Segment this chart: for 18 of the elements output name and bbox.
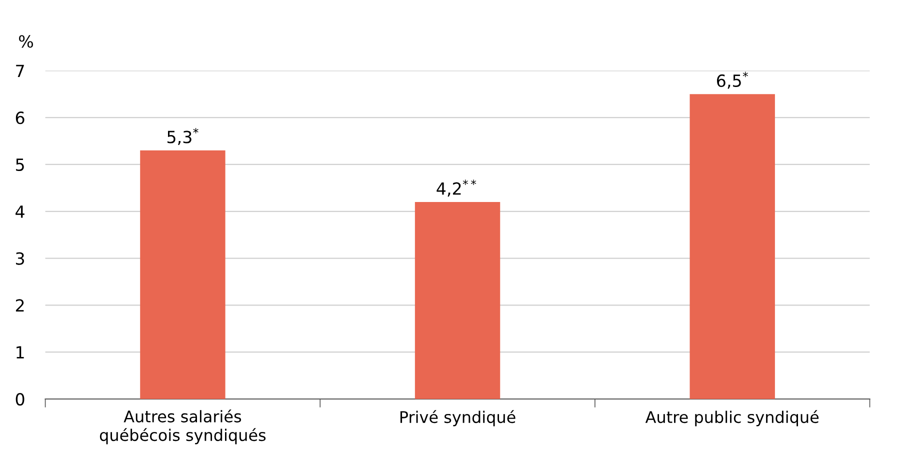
x-tick-label: Autres salariés québécois syndiqués [100,409,266,444]
y-tick-label: 6 [16,112,24,124]
data-label: 5,3$^{*}$ [167,128,198,146]
y-tick-label: 0 [16,392,24,406]
bar [414,202,500,399]
bar [690,94,775,399]
y-tick-label: 1 [16,346,24,358]
data-label: 4,2$^{**}$ [436,180,476,197]
data-label: 6,5$^{*}$ [717,72,748,89]
y-axis-title: % [19,35,34,48]
bar [140,150,226,399]
x-tick-label: Privé syndiqué [400,410,516,426]
y-tick-label: 5 [16,158,24,172]
y-tick-label: 7 [16,64,24,78]
y-tick-label: 4 [16,206,24,218]
y-tick-label: 3 [16,252,24,265]
y-tick-label: 2 [16,299,24,312]
x-tick-label: Autre public syndiqué [645,410,819,426]
